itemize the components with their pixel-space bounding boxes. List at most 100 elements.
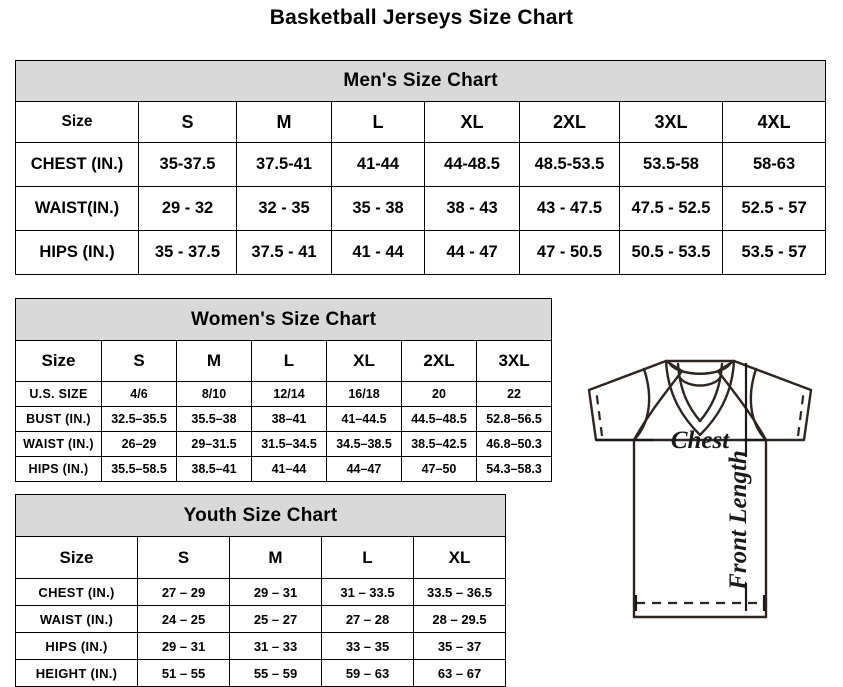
mens-chest-l: 41-44 (331, 142, 425, 187)
mens-header-4xl: 4XL (721, 101, 827, 143)
youth-header-l: L (321, 536, 414, 579)
womens-ussize-s: 4/6 (101, 381, 177, 407)
youth-row-label-chest: CHEST (IN.) (15, 578, 138, 606)
womens-hips-m: 38.5–41 (176, 456, 252, 482)
table-row: HIPS (IN.) 35 - 37.5 37.5 - 41 41 - 44 4… (15, 230, 827, 275)
womens-bust-m: 35.5–38 (176, 406, 252, 432)
mens-chest-xl: 44-48.5 (424, 142, 520, 187)
youth-header-size: Size (15, 536, 138, 579)
jersey-hem-endcaps (634, 595, 766, 611)
womens-band-row: Women's Size Chart (14, 298, 553, 341)
front-length-label: Front Length (725, 450, 752, 591)
mens-waist-s: 29 - 32 (138, 186, 237, 231)
womens-bust-3xl: 52.8–56.5 (475, 406, 553, 432)
mens-size-chart-table: Men's Size Chart Size S M L XL 2XL 3XL 4… (14, 60, 827, 275)
youth-row-label-waist: WAIST (IN.) (15, 605, 138, 633)
table-row: WAIST(IN.) 29 - 32 32 - 35 35 - 38 38 - … (15, 186, 827, 231)
womens-hips-2xl: 47–50 (401, 456, 477, 482)
mens-hips-l: 41 - 44 (331, 230, 425, 275)
womens-header-m: M (176, 340, 252, 382)
jersey-collar-arc-inner (678, 376, 722, 387)
mens-row-label-waist: WAIST(IN.) (15, 186, 139, 231)
womens-hips-l: 41–44 (251, 456, 327, 482)
jersey-vneck-inner (676, 362, 724, 423)
youth-size-chart-table: Youth Size Chart Size S M L XL CHEST (IN… (14, 494, 507, 687)
mens-waist-m: 32 - 35 (236, 186, 332, 231)
womens-header-size: Size (15, 340, 102, 382)
jersey-vneck-outer (664, 359, 736, 437)
womens-header-2xl: 2XL (401, 340, 477, 382)
mens-hips-s: 35 - 37.5 (138, 230, 237, 275)
jersey-left-cuff-stitch (594, 388, 604, 437)
womens-ussize-2xl: 20 (401, 381, 477, 407)
youth-waist-xl: 28 – 29.5 (412, 605, 507, 633)
table-row: CHEST (IN.) 27 – 29 29 – 31 31 – 33.5 33… (15, 578, 507, 606)
mens-waist-4xl: 52.5 - 57 (721, 186, 827, 231)
jersey-torso-shape (632, 438, 768, 619)
mens-header-m: M (236, 101, 332, 143)
jersey-measurement-diagram: Chest Front Length (556, 345, 841, 665)
womens-bust-xl: 41–44.5 (326, 406, 402, 432)
mens-hips-2xl: 47 - 50.5 (519, 230, 620, 275)
womens-size-chart-table: Women's Size Chart Size S M L XL 2XL 3XL… (14, 298, 553, 482)
youth-chest-s: 27 – 29 (137, 578, 230, 606)
womens-bust-2xl: 44.5–48.5 (401, 406, 477, 432)
mens-header-size: Size (15, 101, 139, 143)
womens-row-label-hips: HIPS (IN.) (15, 456, 102, 482)
youth-height-m: 55 – 59 (229, 659, 322, 687)
youth-header-xl: XL (412, 536, 507, 579)
womens-bust-l: 38–41 (251, 406, 327, 432)
womens-header-s: S (101, 340, 177, 382)
mens-waist-l: 35 - 38 (331, 186, 425, 231)
mens-header-2xl: 2XL (519, 101, 620, 143)
youth-hips-xl: 35 – 37 (412, 632, 507, 660)
youth-height-xl: 63 – 67 (412, 659, 507, 687)
womens-chart-title: Women's Size Chart (14, 298, 553, 341)
womens-ussize-m: 8/10 (176, 381, 252, 407)
youth-waist-s: 24 – 25 (137, 605, 230, 633)
youth-height-s: 51 – 55 (137, 659, 230, 687)
mens-chest-4xl: 58-63 (721, 142, 827, 187)
youth-row-label-hips: HIPS (IN.) (15, 632, 138, 660)
mens-waist-3xl: 47.5 - 52.5 (619, 186, 723, 231)
chest-label: Chest (671, 427, 730, 454)
table-row: HIPS (IN.) 29 – 31 31 – 33 33 – 35 35 – … (15, 632, 507, 660)
table-row: WAIST (IN.) 24 – 25 25 – 27 27 – 28 28 –… (15, 605, 507, 633)
mens-band-row: Men's Size Chart (14, 60, 827, 102)
mens-header-row: Size S M L XL 2XL 3XL 4XL (15, 101, 827, 143)
womens-bust-s: 32.5–35.5 (101, 406, 177, 432)
womens-row-label-bust: BUST (IN.) (15, 406, 102, 432)
mens-header-xl: XL (424, 101, 520, 143)
mens-header-s: S (138, 101, 237, 143)
youth-chest-xl: 33.5 – 36.5 (412, 578, 507, 606)
mens-hips-4xl: 53.5 - 57 (721, 230, 827, 275)
table-row: HEIGHT (IN.) 51 – 55 55 – 59 59 – 63 63 … (15, 659, 507, 687)
womens-hips-3xl: 54.3–58.3 (475, 456, 553, 482)
jersey-right-armhole (749, 367, 768, 442)
womens-row-label-waist: WAIST (IN.) (15, 431, 102, 457)
womens-row-label-us-size: U.S. SIZE (15, 381, 102, 407)
mens-chest-s: 35-37.5 (138, 142, 237, 187)
youth-row-label-height: HEIGHT (IN.) (15, 659, 138, 687)
womens-header-3xl: 3XL (475, 340, 553, 382)
table-row: WAIST (IN.) 26–29 29–31.5 31.5–34.5 34.5… (15, 431, 553, 457)
womens-header-xl: XL (326, 340, 402, 382)
womens-header-row: Size S M L XL 2XL 3XL (15, 340, 553, 382)
youth-hips-l: 33 – 35 (321, 632, 414, 660)
youth-waist-l: 27 – 28 (321, 605, 414, 633)
womens-waist-l: 31.5–34.5 (251, 431, 327, 457)
youth-header-m: M (229, 536, 322, 579)
womens-waist-s: 26–29 (101, 431, 177, 457)
mens-hips-3xl: 50.5 - 53.5 (619, 230, 723, 275)
youth-hips-m: 31 – 33 (229, 632, 322, 660)
youth-hips-s: 29 – 31 (137, 632, 230, 660)
youth-height-l: 59 – 63 (321, 659, 414, 687)
youth-waist-m: 25 – 27 (229, 605, 322, 633)
mens-row-label-hips: HIPS (IN.) (15, 230, 139, 275)
womens-hips-xl: 44–47 (326, 456, 402, 482)
mens-chest-m: 37.5-41 (236, 142, 332, 187)
mens-chart-title: Men's Size Chart (14, 60, 827, 102)
womens-ussize-xl: 16/18 (326, 381, 402, 407)
womens-ussize-l: 12/14 (251, 381, 327, 407)
mens-chest-2xl: 48.5-53.5 (519, 142, 620, 187)
